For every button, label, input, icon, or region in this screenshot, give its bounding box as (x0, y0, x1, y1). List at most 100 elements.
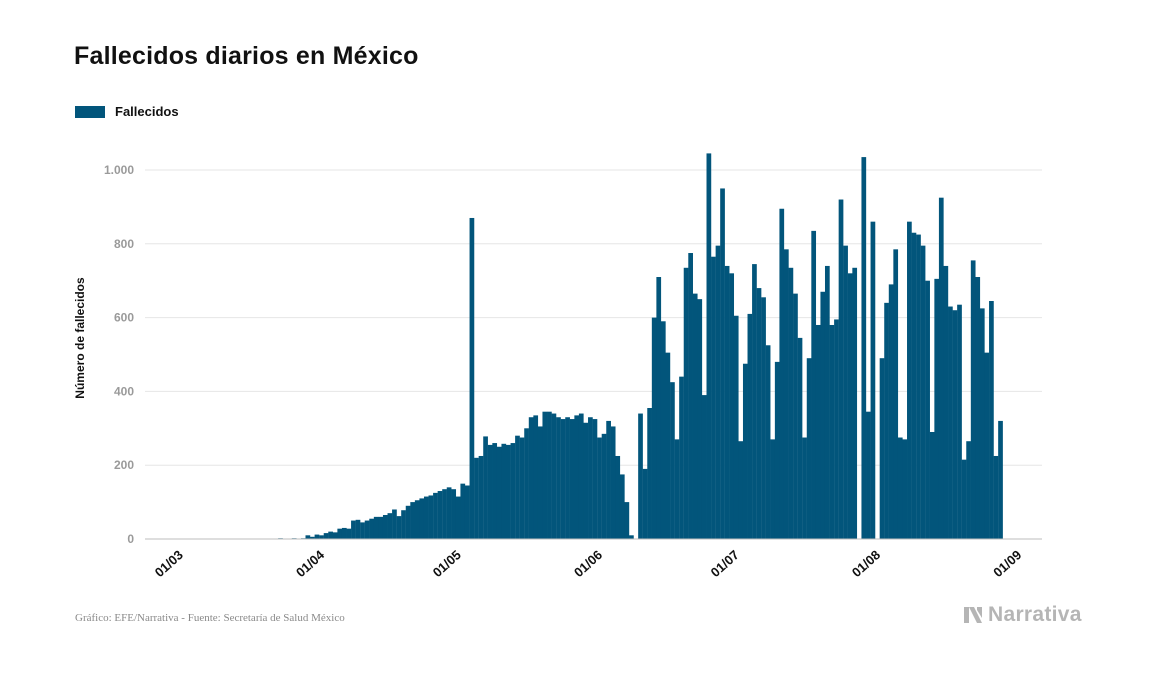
y-tick-labels: 0 200 400 600 800 1.000 (104, 163, 134, 546)
x-tick-label: 01/06 (571, 547, 605, 580)
bar (387, 513, 393, 539)
bar (615, 455, 621, 539)
bar (542, 411, 548, 539)
bar (528, 417, 534, 539)
bar (993, 455, 999, 539)
bar (834, 319, 839, 539)
bar (984, 352, 990, 539)
x-tick-label: 01/07 (708, 547, 742, 580)
narrativa-logo-icon (964, 607, 982, 623)
bar (765, 345, 771, 539)
bar (323, 533, 329, 539)
bar (478, 455, 484, 539)
bar (706, 153, 712, 539)
bar (861, 157, 867, 539)
bar (442, 489, 447, 539)
bar (957, 304, 962, 539)
bar (934, 278, 940, 539)
bar (679, 376, 684, 539)
bar (829, 324, 835, 539)
x-tick-label: 01/05 (430, 547, 464, 580)
source-note: Gráfico: EFE/Narrativa - Fuente: Secreta… (75, 612, 345, 624)
bar (788, 267, 794, 539)
bar (665, 352, 671, 539)
bar (747, 313, 753, 539)
bar (866, 411, 871, 539)
legend-label: Fallecidos (115, 104, 179, 119)
bar (392, 509, 397, 539)
bar (351, 520, 356, 539)
bar (911, 232, 917, 540)
x-tick-label: 01/08 (849, 547, 883, 580)
bar (455, 496, 461, 539)
bar (378, 516, 384, 539)
bar (797, 337, 803, 539)
brand-name: Narrativa (988, 603, 1082, 626)
bar (405, 505, 411, 539)
bar (629, 535, 634, 539)
bar (305, 535, 311, 539)
bar (360, 522, 365, 539)
bar (902, 439, 908, 539)
bar (783, 249, 789, 539)
bar (433, 492, 438, 540)
bar (998, 420, 1003, 539)
bar (701, 395, 707, 539)
brand-logo: Narrativa (962, 603, 1082, 627)
bar (583, 422, 589, 539)
bar (925, 280, 930, 539)
bar (938, 197, 944, 539)
bar (656, 277, 662, 539)
bar (824, 265, 830, 539)
bar (647, 408, 652, 539)
bar (428, 495, 434, 539)
bar (916, 234, 921, 539)
bar (597, 437, 602, 539)
bar (506, 444, 511, 539)
bar (410, 502, 416, 539)
bar (802, 437, 807, 539)
bar (884, 302, 889, 539)
bar (843, 245, 848, 539)
bar (556, 417, 561, 539)
bar (820, 291, 826, 539)
bar (510, 443, 516, 539)
y-tick-label: 400 (114, 384, 134, 398)
bar (565, 417, 570, 539)
bar (496, 446, 502, 539)
bar (419, 498, 425, 539)
bar (547, 411, 552, 539)
bar (533, 415, 539, 539)
bar (943, 265, 949, 539)
bar (464, 485, 470, 539)
bar (364, 520, 370, 539)
bar (369, 518, 374, 539)
bar (774, 361, 780, 539)
bar (382, 515, 388, 539)
chart-title: Fallecidos diarios en México (74, 42, 419, 70)
y-tick-label: 0 (127, 532, 134, 546)
bar (770, 439, 776, 539)
bar (893, 249, 899, 539)
legend-swatch (75, 105, 105, 118)
bar (642, 468, 648, 539)
bar (724, 265, 730, 539)
bar (638, 413, 643, 539)
bar (310, 536, 315, 539)
bar (779, 208, 785, 539)
bar (578, 413, 584, 539)
bar (761, 297, 766, 539)
bar (811, 230, 817, 539)
bar (907, 221, 912, 539)
bar (314, 534, 320, 539)
bar (752, 264, 757, 539)
y-tick-label: 600 (114, 311, 134, 325)
bar (720, 188, 725, 539)
x-tick-labels: 01/03 01/04 01/05 01/06 01/07 01/08 01/09 (152, 547, 1025, 580)
legend: Fallecidos (75, 104, 179, 119)
bar (592, 419, 598, 539)
bar (328, 531, 333, 539)
bar (569, 419, 575, 539)
bar (970, 260, 976, 539)
